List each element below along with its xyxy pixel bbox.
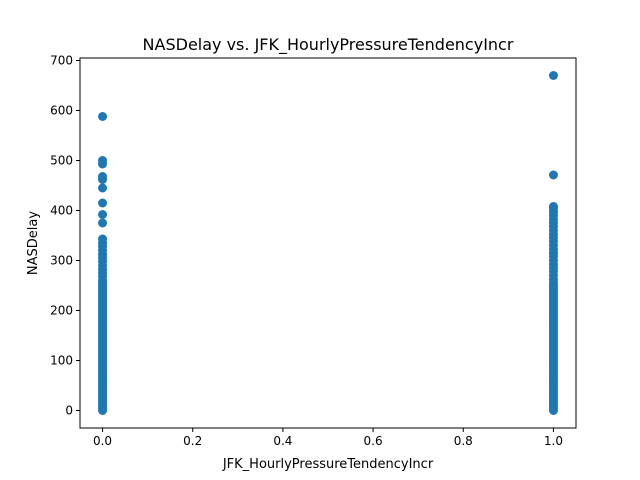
x-tick-label: 1.0 — [544, 434, 563, 448]
y-tick-label: 600 — [50, 104, 73, 118]
scatter-point — [98, 234, 108, 244]
y-tick-label: 200 — [50, 304, 73, 318]
y-tick-label: 700 — [50, 54, 73, 68]
scatter-point — [98, 112, 108, 121]
scatter-point — [548, 202, 558, 211]
x-tick-label: 0.4 — [273, 434, 292, 448]
y-tick-label: 400 — [50, 204, 73, 218]
scatter-point — [98, 210, 108, 219]
x-axis-ticks: 0.0 0.2 0.4 0.6 0.8 1.0 — [93, 428, 563, 448]
scatter-point — [548, 71, 558, 80]
x-tick-label: 0.2 — [183, 434, 202, 448]
y-axis-label: NASDelay — [26, 211, 41, 275]
data-points — [98, 71, 558, 415]
scatter-point — [98, 172, 108, 181]
y-tick-label: 500 — [50, 154, 73, 168]
x-axis-label: JFK_HourlyPressureTendencyIncr — [222, 457, 434, 472]
chart-title: NASDelay vs. JFK_HourlyPressureTendencyI… — [143, 35, 514, 55]
x-tick-label: 0.8 — [454, 434, 473, 448]
plot-frame — [79, 57, 577, 429]
x-tick-label: 0.0 — [93, 434, 112, 448]
y-tick-label: 0 — [65, 404, 73, 418]
y-tick-label: 300 — [50, 254, 73, 268]
y-axis-ticks: 0 100 200 300 400 500 600 700 — [50, 54, 80, 418]
scatter-point — [98, 198, 108, 208]
scatter-point — [98, 183, 108, 193]
scatter-point — [98, 218, 108, 228]
scatter-point — [98, 156, 108, 165]
x-tick-label: 0.6 — [364, 434, 383, 448]
y-tick-label: 100 — [50, 354, 73, 368]
scatter-point — [548, 170, 558, 180]
